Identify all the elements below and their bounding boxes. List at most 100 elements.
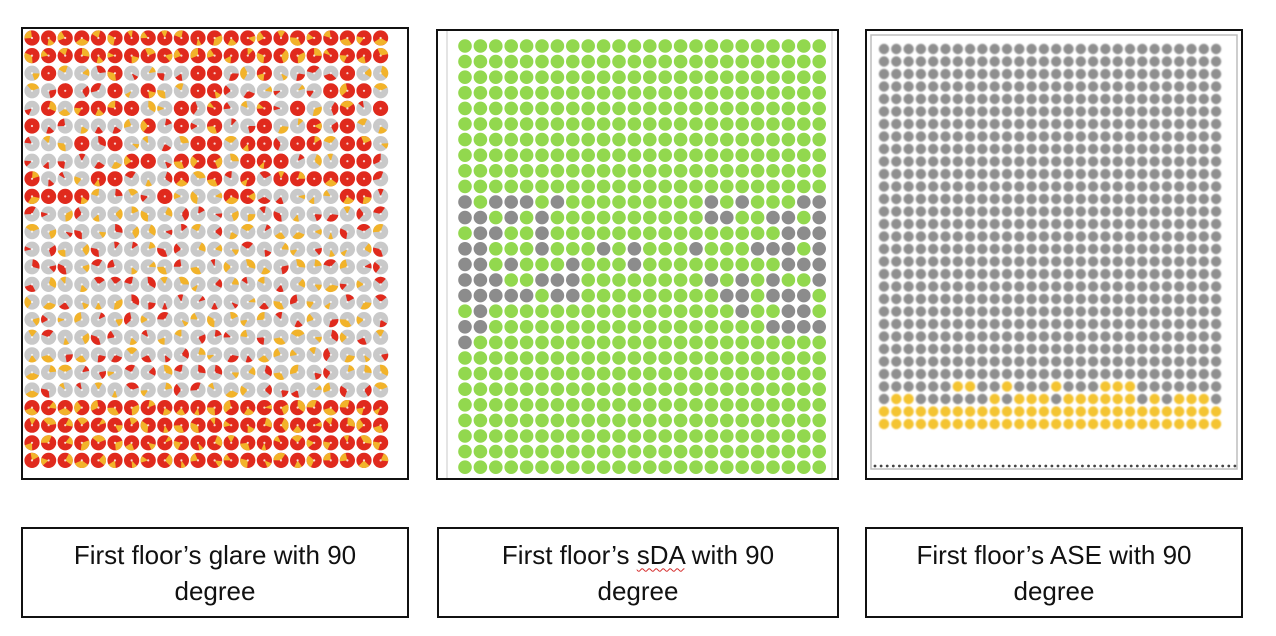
- glare-sensor: [190, 276, 206, 292]
- glare-sensor: [373, 382, 389, 398]
- glare-sensor: [356, 171, 372, 187]
- glare-sensor: [157, 400, 173, 416]
- sda-sensor: [627, 179, 642, 194]
- sda-sensor: [581, 132, 595, 147]
- glare-sensor: [273, 206, 289, 222]
- sda-sensor: [473, 288, 488, 303]
- glare-sensor: [90, 188, 106, 204]
- ase-sensor: [977, 268, 988, 280]
- glare-sensor: [190, 48, 206, 64]
- ase-sensor: [915, 356, 927, 367]
- sda-sensor: [812, 351, 826, 365]
- sda-sensor: [812, 226, 826, 240]
- sda-sensor: [673, 460, 688, 475]
- ase-sensor: [1186, 218, 1197, 230]
- sda-sensor: [550, 132, 565, 147]
- glare-sensor: [339, 171, 356, 187]
- ase-sensor: [1186, 43, 1197, 55]
- sda-sensor: [550, 195, 565, 209]
- sda-sensor: [689, 39, 703, 53]
- ase-sensor: [1087, 293, 1099, 305]
- glare-sensor: [373, 100, 389, 116]
- sda-sensor: [489, 351, 503, 365]
- glare-sensor: [24, 223, 40, 240]
- glare-sensor: [41, 153, 57, 169]
- ase-sensor: [1137, 231, 1148, 242]
- sda-sensor: [581, 320, 595, 334]
- ase-sensor: [1063, 168, 1074, 180]
- ase-sensor: [891, 43, 902, 55]
- glare-sensor: [140, 400, 156, 416]
- ase-sensor: [928, 143, 939, 155]
- glare-sensor: [290, 241, 306, 257]
- sda-sensor: [735, 335, 749, 350]
- sda-sensor: [473, 86, 488, 100]
- sda-sensor: [781, 413, 796, 428]
- sda-sensor: [596, 39, 611, 53]
- ase-sensor: [928, 331, 939, 342]
- sda-sensor: [519, 429, 534, 443]
- sda-sensor: [735, 351, 749, 365]
- glare-sensor: [290, 259, 306, 275]
- ase-sensor: [1174, 43, 1185, 55]
- ase-sensor: [1075, 256, 1086, 267]
- sda-sensor: [643, 429, 657, 443]
- sda-sensor: [627, 288, 642, 303]
- sda-sensor: [504, 54, 518, 69]
- glare-sensor: [323, 65, 339, 81]
- sda-sensor: [535, 117, 549, 131]
- ase-sensor: [964, 243, 976, 255]
- ase-sensor: [1198, 168, 1209, 180]
- ase-sensor: [928, 268, 939, 280]
- ase-sensor: [1198, 406, 1209, 417]
- glare-sensor: [207, 329, 223, 345]
- sda-sensor: [504, 429, 518, 443]
- ase-sensor: [1100, 306, 1111, 317]
- sda-sensor: [766, 460, 780, 475]
- glare-sensor: [223, 382, 239, 398]
- sda-sensor: [627, 39, 642, 53]
- ase-sensor: [1063, 343, 1074, 355]
- ase-sensor: [1149, 306, 1160, 317]
- sda-sensor: [581, 351, 595, 365]
- sda-sensor: [658, 101, 672, 116]
- glare-sensor: [339, 276, 355, 292]
- ase-sensor: [1161, 81, 1173, 92]
- glare-sensor: [273, 452, 289, 468]
- sda-sensor: [704, 117, 719, 131]
- glare-sensor: [339, 452, 355, 468]
- ase-sensor: [989, 181, 1000, 192]
- sda-sensor: [596, 320, 611, 334]
- ase-sensor: [1051, 393, 1062, 405]
- sda-sensor: [766, 148, 780, 162]
- sda-sensor: [627, 54, 642, 69]
- ase-sensor: [1137, 318, 1148, 330]
- ase-sensor: [915, 318, 927, 330]
- ase-sensor: [1149, 231, 1160, 242]
- glare-sensor: [323, 417, 339, 433]
- sda-sensor: [766, 54, 780, 69]
- ase-sensor: [915, 56, 927, 67]
- glare-sensor: [140, 435, 156, 451]
- sda-sensor: [720, 320, 734, 334]
- ase-sensor: [952, 306, 963, 317]
- ase-sensor: [878, 193, 890, 205]
- glare-map-panel: [21, 27, 409, 480]
- sda-sensor: [535, 382, 549, 397]
- sda-caption: First floor’s sDA with 90 degree: [437, 527, 839, 618]
- glare-sensor: [289, 294, 306, 310]
- ase-sensor: [1087, 268, 1099, 280]
- glare-sensor: [140, 347, 156, 363]
- ase-sensor: [1161, 68, 1173, 80]
- sda-sensor: [458, 273, 472, 287]
- sda-sensor: [735, 398, 749, 412]
- sda-sensor: [720, 460, 734, 475]
- glare-sensor: [256, 206, 272, 222]
- glare-sensor: [290, 100, 306, 117]
- sda-sensor: [504, 366, 518, 381]
- sda-sensor: [658, 366, 672, 381]
- sda-sensor: [750, 382, 765, 397]
- sda-sensor: [643, 382, 657, 397]
- ase-sensor: [1038, 418, 1050, 430]
- glare-sensor: [273, 136, 289, 152]
